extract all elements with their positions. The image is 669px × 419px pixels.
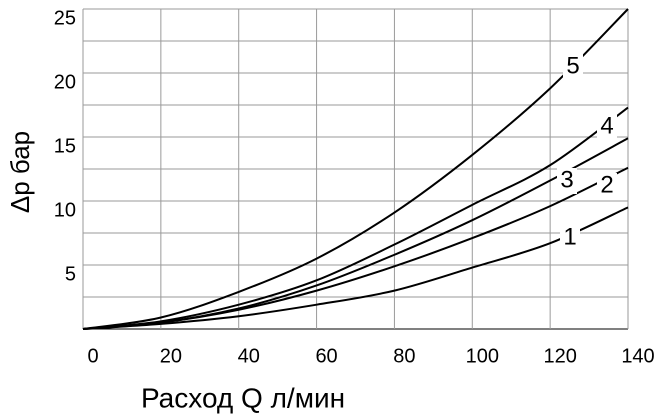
- y-tick-label: 15: [54, 135, 76, 157]
- y-tick-label: 20: [54, 71, 76, 93]
- series-label: 4: [600, 112, 613, 139]
- x-tick-label: 20: [160, 345, 182, 367]
- x-tick-label: 60: [315, 345, 337, 367]
- x-axis-label: Расход Q л/мин: [141, 382, 345, 413]
- x-tick-label: 0: [87, 345, 98, 367]
- series-label: 2: [600, 171, 613, 198]
- curve: [82, 106, 629, 330]
- y-tick-label: 5: [65, 263, 76, 285]
- curve: [82, 8, 629, 330]
- x-tick-label: 40: [238, 345, 260, 367]
- x-tick-label: 140: [621, 345, 654, 367]
- label-bg: [560, 225, 580, 251]
- curve: [82, 206, 629, 330]
- series-label: 5: [566, 52, 579, 79]
- label-bg: [557, 168, 577, 194]
- y-axis-label: Δp бар: [5, 131, 35, 213]
- y-tick-label: 25: [54, 7, 76, 29]
- series-label: 3: [560, 166, 573, 193]
- curve: [82, 166, 629, 330]
- x-tick-label: 80: [393, 345, 415, 367]
- label-bg: [597, 114, 617, 140]
- label-bg: [597, 173, 617, 199]
- x-tick-label: 100: [466, 345, 499, 367]
- label-bg: [563, 54, 583, 80]
- curve: [82, 137, 629, 330]
- series-label: 1: [563, 223, 576, 250]
- y-tick-label: 10: [54, 199, 76, 221]
- x-tick-label: 120: [543, 345, 576, 367]
